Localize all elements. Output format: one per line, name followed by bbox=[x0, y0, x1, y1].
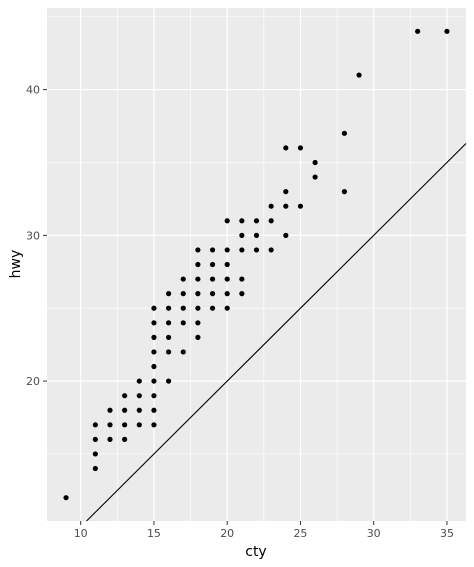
data-point bbox=[136, 422, 142, 428]
data-point bbox=[107, 422, 113, 428]
data-point bbox=[151, 334, 157, 340]
data-point bbox=[283, 189, 289, 195]
data-point bbox=[312, 174, 318, 180]
data-point bbox=[122, 393, 128, 399]
x-tick-label: 10 bbox=[74, 527, 88, 540]
data-point bbox=[92, 422, 98, 428]
data-point bbox=[341, 189, 348, 195]
data-point bbox=[63, 495, 69, 501]
data-point bbox=[122, 422, 128, 428]
panel-background bbox=[47, 8, 466, 521]
x-tick-label: 15 bbox=[147, 527, 161, 540]
data-point bbox=[165, 349, 172, 355]
data-point bbox=[165, 291, 172, 297]
data-point bbox=[283, 232, 289, 238]
data-point bbox=[224, 261, 230, 268]
data-point bbox=[239, 291, 245, 297]
data-point bbox=[209, 276, 216, 282]
x-tick-label: 35 bbox=[440, 527, 454, 540]
data-point bbox=[180, 305, 186, 311]
data-point bbox=[151, 378, 157, 384]
data-point bbox=[165, 378, 172, 384]
data-point bbox=[151, 363, 157, 370]
data-point bbox=[136, 393, 142, 399]
points-layer bbox=[63, 28, 450, 501]
data-point bbox=[224, 291, 230, 297]
data-point bbox=[239, 247, 245, 253]
data-point bbox=[151, 305, 157, 311]
data-point bbox=[444, 28, 450, 34]
data-point bbox=[151, 422, 157, 428]
data-point bbox=[341, 130, 348, 136]
y-axis-ticks: 20 30 40 bbox=[26, 84, 47, 388]
data-point bbox=[136, 407, 142, 413]
data-point bbox=[195, 334, 201, 340]
grid-minor bbox=[47, 8, 466, 521]
x-tick-label: 20 bbox=[220, 527, 234, 540]
x-tick-label: 25 bbox=[293, 527, 307, 540]
data-point bbox=[122, 407, 128, 413]
data-point bbox=[92, 451, 98, 457]
data-point bbox=[151, 320, 157, 326]
data-point bbox=[224, 218, 230, 224]
data-point bbox=[297, 203, 304, 209]
data-point bbox=[253, 232, 260, 238]
data-point bbox=[283, 203, 289, 209]
data-point bbox=[209, 305, 216, 311]
reference-line bbox=[86, 143, 467, 522]
data-point bbox=[224, 276, 230, 282]
data-point bbox=[107, 436, 113, 442]
data-point bbox=[239, 232, 245, 238]
data-point bbox=[312, 159, 318, 166]
data-point bbox=[239, 218, 245, 224]
data-point bbox=[415, 28, 421, 34]
data-point bbox=[151, 407, 157, 413]
data-point bbox=[209, 247, 216, 253]
y-axis-title: hwy bbox=[8, 250, 24, 279]
data-point bbox=[122, 436, 128, 442]
data-point bbox=[136, 378, 142, 384]
data-point bbox=[195, 247, 201, 253]
data-point bbox=[165, 334, 172, 340]
data-point bbox=[92, 465, 98, 472]
data-point bbox=[195, 261, 201, 268]
data-point bbox=[297, 145, 304, 151]
data-point bbox=[180, 320, 186, 326]
x-axis-title: cty bbox=[245, 544, 266, 560]
data-point bbox=[195, 276, 201, 282]
data-point bbox=[224, 247, 230, 253]
data-point bbox=[180, 276, 186, 282]
data-point bbox=[195, 320, 201, 326]
data-point bbox=[268, 247, 274, 253]
data-point bbox=[253, 218, 260, 224]
reference-line-layer bbox=[86, 143, 467, 522]
data-point bbox=[224, 305, 230, 311]
data-point bbox=[209, 261, 216, 268]
data-point bbox=[151, 393, 157, 399]
x-tick-label: 30 bbox=[367, 527, 381, 540]
data-point bbox=[107, 407, 113, 413]
data-point bbox=[268, 203, 274, 209]
data-point bbox=[151, 349, 157, 355]
y-tick-label: 30 bbox=[26, 229, 40, 242]
data-point bbox=[268, 218, 274, 224]
data-point bbox=[283, 145, 289, 151]
data-point bbox=[165, 320, 172, 326]
data-point bbox=[180, 291, 186, 297]
data-point bbox=[165, 305, 172, 311]
x-axis-ticks: 10 15 20 25 30 35 bbox=[74, 521, 454, 540]
data-point bbox=[195, 305, 201, 311]
data-point bbox=[253, 247, 260, 253]
data-point bbox=[92, 436, 98, 442]
data-point bbox=[180, 349, 186, 355]
y-tick-label: 20 bbox=[26, 375, 40, 388]
y-tick-label: 40 bbox=[26, 84, 40, 97]
data-point bbox=[239, 276, 245, 282]
data-point bbox=[356, 72, 362, 78]
data-point bbox=[209, 291, 216, 297]
data-point bbox=[195, 291, 201, 297]
